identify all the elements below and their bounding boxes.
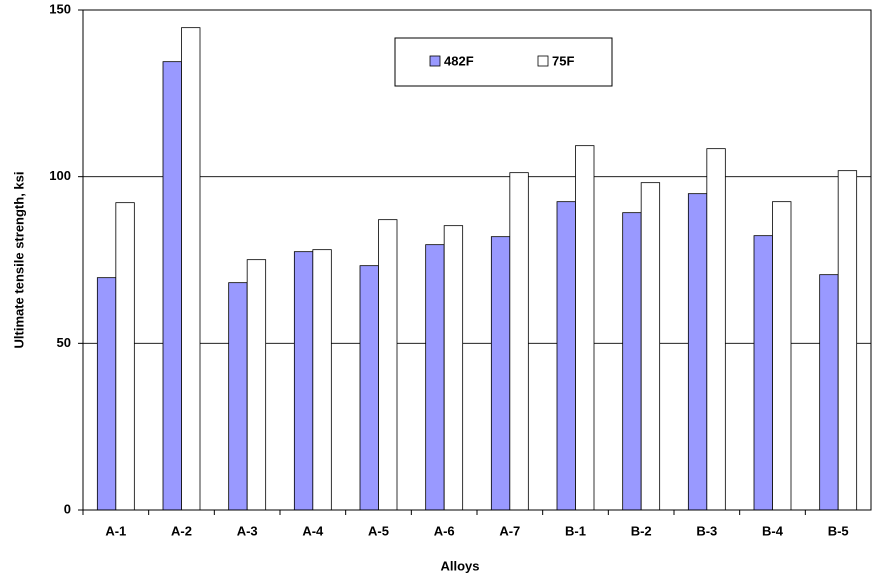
- bar: [490, 236, 511, 511]
- x-tick-label: B-4: [762, 523, 784, 538]
- x-tick-label: B-2: [631, 523, 652, 538]
- bar: [115, 202, 135, 511]
- plot-border: [82, 9, 872, 511]
- x-tick-label: A-4: [302, 523, 324, 538]
- x-tick-label: B-5: [828, 523, 849, 538]
- bar: [425, 244, 445, 511]
- bar: [772, 201, 792, 511]
- bar: [622, 212, 642, 511]
- bar: [96, 277, 117, 511]
- bar: [312, 249, 332, 511]
- x-tick-label: A-7: [499, 523, 520, 538]
- bar: [378, 219, 398, 511]
- bar: [556, 201, 576, 511]
- y-axis-title: Ultimate tensile strength, ksi: [11, 172, 26, 349]
- y-tick-label: 150: [49, 1, 71, 16]
- bar: [228, 282, 248, 511]
- legend-box: [394, 37, 613, 87]
- bar: [359, 265, 379, 511]
- x-tick-label: A-3: [237, 523, 258, 538]
- legend-swatch: [537, 55, 549, 67]
- bar: [181, 27, 201, 511]
- legend-label: 75F: [552, 53, 574, 68]
- legend-label: 482F: [444, 53, 474, 68]
- x-tick-label: A-1: [105, 523, 126, 538]
- y-tick-label: 0: [64, 501, 71, 516]
- bar: [443, 225, 464, 511]
- y-tick-label: 100: [49, 168, 71, 183]
- bar: [687, 193, 708, 511]
- bar: [162, 61, 182, 511]
- x-axis-title: Alloys: [440, 558, 479, 573]
- bar: [293, 251, 314, 511]
- bar: [753, 235, 773, 511]
- x-tick-label: A-6: [434, 523, 455, 538]
- x-tick-label: B-1: [565, 523, 586, 538]
- legend-swatch: [429, 55, 441, 67]
- bar: [509, 172, 529, 511]
- y-tick-label: 50: [57, 335, 71, 350]
- bar: [246, 259, 267, 511]
- x-tick-label: A-2: [171, 523, 192, 538]
- x-tick-label: A-5: [368, 523, 389, 538]
- x-tick-label: B-3: [696, 523, 717, 538]
- bar: [640, 182, 661, 511]
- bar: [575, 145, 595, 511]
- bar: [706, 148, 726, 511]
- bar: [837, 170, 858, 511]
- bar: [819, 274, 839, 511]
